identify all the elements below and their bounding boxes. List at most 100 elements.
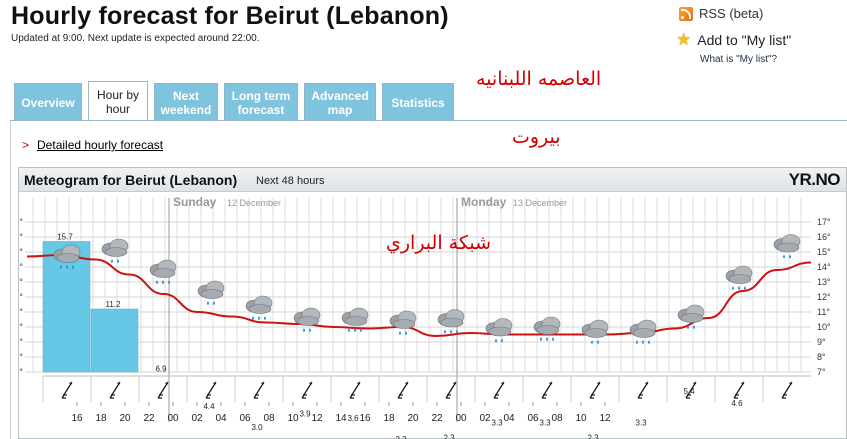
hour-label: 12 — [599, 413, 611, 424]
tab-overview[interactable]: Overview — [14, 83, 82, 121]
wind-barb-icon — [109, 381, 121, 399]
precip-value-label: 2.3 — [587, 434, 599, 439]
rain-cloud-icon — [341, 307, 369, 332]
cloud-part — [728, 274, 752, 284]
tab-label: Hour by — [96, 87, 140, 102]
cloud-part — [399, 331, 401, 335]
rain-cloud-icon — [581, 319, 609, 344]
barb-part — [213, 382, 216, 385]
yr-logo[interactable]: YR.NO — [788, 170, 841, 189]
tab-long-term-forecast[interactable]: Long term forecast — [224, 83, 298, 121]
temp-tick-label-left: 12° — [19, 292, 23, 302]
cloud-part — [776, 242, 800, 253]
detail-link-label[interactable]: Detailed hourly forecast — [37, 138, 164, 152]
add-to-list-label[interactable]: Add to "My list" — [697, 31, 792, 48]
rss-link[interactable]: RSS (beta) — [679, 6, 763, 21]
hour-label: 22 — [143, 413, 155, 424]
temp-tick-label-right: 12° — [817, 292, 831, 302]
barb-part — [597, 382, 600, 385]
cloud-part — [348, 328, 350, 332]
tab-next-weekend[interactable]: Next weekend — [154, 83, 218, 121]
precip-bar — [90, 308, 139, 373]
hour-label: 08 — [551, 413, 563, 424]
cloud-part — [252, 316, 254, 320]
cloud-part — [60, 265, 62, 269]
wind-barb-icon — [397, 381, 409, 399]
cloud-part — [591, 340, 593, 344]
temp-tick-label-right: 16° — [817, 232, 831, 242]
barb-part — [69, 382, 72, 385]
precip-value-label: 3.3 — [539, 419, 551, 428]
detailed-hourly-forecast-link[interactable]: > Detailed hourly forecast — [22, 138, 163, 152]
temp-tick-label-right: 13° — [817, 277, 831, 287]
cloud-part — [540, 337, 542, 341]
barb-part — [789, 382, 792, 385]
temp-tick-label-right: 9° — [817, 337, 826, 347]
rss-label[interactable]: RSS (beta) — [699, 6, 764, 21]
hour-label: 20 — [119, 413, 131, 424]
cloud-part — [450, 329, 452, 334]
barb-part — [165, 382, 168, 385]
wind-barb-icon — [781, 381, 793, 399]
cloud-part — [296, 316, 320, 326]
what-is-my-list-link[interactable]: What is "My list"? — [700, 54, 778, 65]
barb-part — [693, 382, 696, 385]
temp-tick-label-left: 11° — [19, 307, 23, 317]
cloud-part — [693, 325, 695, 329]
wind-barb-icon — [205, 381, 217, 399]
cloud-part — [392, 319, 416, 329]
cloud-part — [789, 254, 791, 259]
cloud-part — [488, 326, 512, 337]
cloud-part — [264, 316, 266, 320]
wind-barb-icon — [493, 381, 505, 399]
add-to-my-list-link[interactable]: ★ Add to "My list" — [676, 31, 791, 48]
cloud-part — [648, 340, 650, 344]
cloud-part — [104, 247, 128, 257]
hour-label: 04 — [503, 413, 515, 424]
tab-statistics[interactable]: Statistics — [382, 83, 454, 121]
cloud-part — [440, 317, 464, 328]
day-date-label: 12 December — [227, 198, 281, 208]
cloud-part — [111, 259, 113, 263]
precip-value-label: 15.7 — [57, 233, 73, 242]
tab-hour-by-hour[interactable]: Hour by hour — [88, 81, 148, 121]
tab-label: forecast — [237, 102, 285, 117]
hour-label: 00 — [455, 413, 467, 424]
hour-label: 16 — [71, 413, 83, 424]
hour-label: 06 — [239, 413, 251, 424]
tab-label: Advanced — [311, 88, 369, 103]
precip-value-label: 11.2 — [106, 300, 122, 309]
barb-part — [405, 382, 408, 385]
meteogram-header: Meteogram for Beirut (Lebanon) Next 48 h… — [19, 168, 846, 192]
temp-tick-label-left: 8° — [19, 352, 23, 362]
temp-tick-label-left: 15° — [19, 247, 23, 257]
tab-label: Long term — [231, 88, 291, 103]
tab-label: map — [327, 102, 353, 117]
wind-barb-icon — [349, 381, 361, 399]
star-icon: ★ — [676, 30, 692, 49]
cloud-part — [584, 328, 608, 338]
cloud-part — [207, 301, 209, 305]
precip-value-label: 6.9 — [155, 365, 167, 374]
barb-part — [357, 382, 360, 385]
temp-tick-label-right: 15° — [817, 247, 831, 257]
cloud-part — [642, 340, 644, 344]
precip-value-label: 5.4 — [683, 387, 695, 396]
cloud-part — [152, 268, 176, 278]
barb-part — [261, 382, 264, 385]
barb-part — [117, 382, 120, 385]
cloud-part — [360, 328, 362, 332]
cloud-part — [258, 316, 260, 320]
tab-label: weekend — [160, 102, 212, 117]
barb-part — [549, 382, 552, 385]
cloud-part — [495, 338, 497, 343]
page-title: Hourly forecast for Beirut (Lebanon) — [11, 2, 449, 30]
wind-barb-icon — [637, 381, 649, 399]
tab-advanced-map[interactable]: Advanced map — [304, 83, 376, 121]
hour-label: 14 — [335, 413, 347, 424]
meteogram-panel: Meteogram for Beirut (Lebanon) Next 48 h… — [18, 167, 847, 439]
precip-value-label: 3.0 — [251, 423, 263, 432]
grid — [25, 198, 811, 373]
wind-barb-icon — [541, 381, 553, 399]
temp-tick-label-right: 14° — [817, 262, 831, 272]
